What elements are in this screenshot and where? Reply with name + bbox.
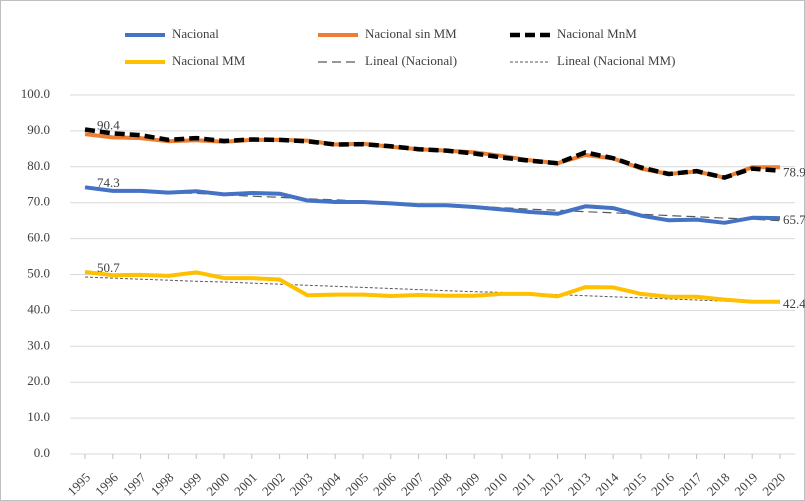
y-tick-label: 70.0: [27, 194, 50, 209]
y-tick-label: 80.0: [27, 158, 50, 173]
y-tick-label: 50.0: [27, 265, 50, 280]
y-tick-label: 60.0: [27, 230, 50, 245]
series-line: [84, 270, 780, 304]
data-label: 65.7: [783, 212, 805, 227]
data-label: 74.3: [97, 175, 120, 190]
y-tick-label: 30.0: [27, 337, 50, 352]
y-tick-label: 90.0: [27, 122, 50, 137]
data-label: 78.9: [783, 165, 805, 180]
data-label: 50.7: [97, 260, 120, 275]
data-label: 42.4: [783, 296, 805, 311]
legend-label: Nacional MnM: [557, 26, 637, 41]
y-tick-label: 0.0: [34, 445, 50, 460]
legend-label: Lineal (Nacional): [365, 53, 457, 68]
legend-label: Lineal (Nacional MM): [557, 53, 675, 68]
data-label: 90.4: [97, 117, 120, 132]
legend-label: Nacional MM: [172, 53, 246, 68]
series-line: [84, 185, 781, 225]
legend-label: Nacional: [172, 26, 219, 41]
legend-label: Nacional sin MM: [365, 26, 457, 41]
series-line: [84, 127, 781, 180]
y-tick-label: 20.0: [27, 373, 50, 388]
y-tick-label: 100.0: [21, 86, 50, 101]
y-tick-label: 10.0: [27, 409, 50, 424]
y-tick-label: 40.0: [27, 301, 50, 316]
series-line: [84, 276, 781, 304]
